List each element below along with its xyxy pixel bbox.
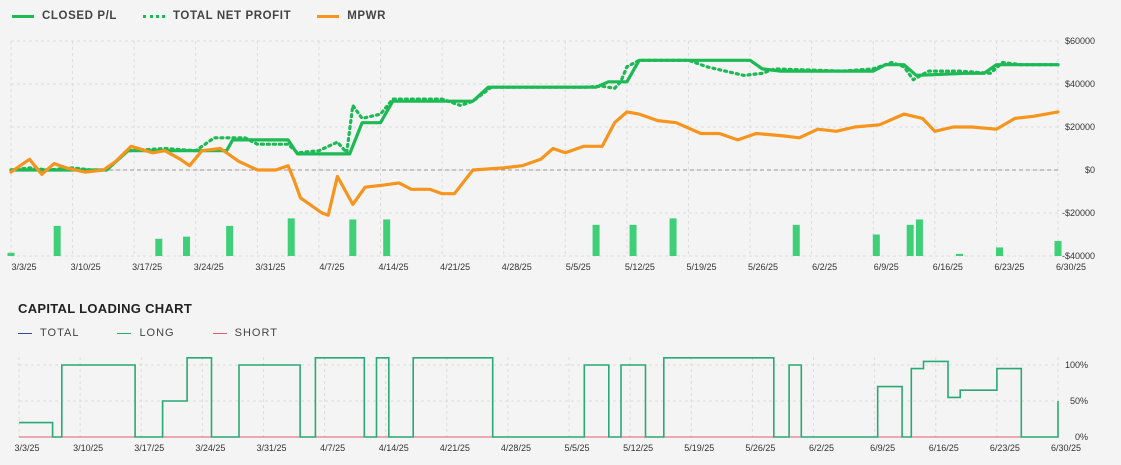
- legend-closed-pl[interactable]: CLOSED P/L: [12, 10, 117, 22]
- y-tick-label: $20000: [1065, 122, 1095, 132]
- legend-total-label: TOTAL: [40, 327, 80, 339]
- legend-short-label: SHORT: [234, 327, 278, 339]
- x-tick-label: 4/28/25: [502, 262, 532, 272]
- volume-bar: [872, 234, 880, 256]
- x-tick-label: 3/17/25: [134, 443, 164, 453]
- x-tick-label: 3/31/25: [256, 443, 286, 453]
- volume-bar: [955, 253, 963, 256]
- y-tick-label: -$20000: [1062, 208, 1095, 218]
- volume-bar: [155, 238, 163, 256]
- y-tick-label: 100%: [1065, 360, 1088, 370]
- volume-bar: [669, 218, 677, 256]
- x-tick-label: 5/12/25: [625, 262, 655, 272]
- x-tick-label: 4/28/25: [501, 443, 531, 453]
- x-tick-label: 3/3/25: [11, 262, 36, 272]
- legend-total[interactable]: TOTAL: [18, 327, 79, 339]
- x-tick-label: 3/10/25: [73, 443, 103, 453]
- volume-bar: [629, 224, 637, 256]
- x-tick-label: 6/9/25: [874, 262, 899, 272]
- x-tick-label: 6/30/25: [1051, 443, 1081, 453]
- x-tick-label: 5/5/25: [565, 443, 590, 453]
- x-tick-label: 3/10/25: [71, 262, 101, 272]
- x-tick-label: 3/3/25: [14, 443, 39, 453]
- legend-total-net-profit-swatch: [143, 14, 166, 18]
- x-tick-label: 4/21/25: [440, 262, 470, 272]
- y-tick-label: $0: [1085, 165, 1095, 175]
- volume-bar: [906, 224, 914, 256]
- volume-bar: [383, 219, 391, 256]
- x-tick-label: 3/24/25: [194, 262, 224, 272]
- series-closed-p-l-line: [9, 58, 1060, 172]
- x-tick-label: 5/26/25: [748, 262, 778, 272]
- volume-bar: [226, 225, 234, 256]
- y-tick-label: 50%: [1070, 396, 1088, 406]
- x-tick-label: 5/12/25: [623, 443, 653, 453]
- legend-short[interactable]: SHORT: [212, 327, 278, 339]
- legend-short-swatch: [212, 332, 227, 334]
- x-tick-label: 4/21/25: [440, 443, 470, 453]
- capital-legend: TOTAL LONG SHORT: [18, 327, 316, 339]
- pnl-legend: CLOSED P/L TOTAL NET PROFIT MPWR: [12, 10, 412, 22]
- volume-bar: [592, 224, 600, 256]
- x-tick-label: 6/2/25: [812, 262, 837, 272]
- volume-bar: [53, 225, 61, 256]
- x-tick-label: 5/5/25: [566, 262, 591, 272]
- x-tick-label: 3/17/25: [132, 262, 162, 272]
- volume-bar: [792, 224, 800, 256]
- y-tick-label: -$40000: [1062, 251, 1095, 261]
- volume-bar: [287, 218, 295, 256]
- x-tick-label: 6/16/25: [929, 443, 959, 453]
- x-tick-label: 6/30/25: [1056, 262, 1086, 272]
- volume-bar: [995, 247, 1003, 256]
- x-tick-label: 4/14/25: [379, 443, 409, 453]
- legend-long[interactable]: LONG: [117, 327, 174, 339]
- capital-loading-title: CAPITAL LOADING CHART: [18, 301, 193, 316]
- legend-closed-pl-swatch: [12, 14, 34, 18]
- x-tick-label: 5/19/25: [684, 443, 714, 453]
- volume-bar: [1054, 240, 1062, 256]
- legend-mpwr-label: MPWR: [347, 10, 387, 22]
- x-tick-label: 4/7/25: [320, 443, 345, 453]
- volume-bar: [7, 252, 15, 256]
- x-tick-label: 4/14/25: [379, 262, 409, 272]
- series-total-net-profit-line: [9, 58, 1060, 172]
- series-mpwr-line: [9, 110, 1060, 217]
- x-tick-label: 3/24/25: [195, 443, 225, 453]
- x-tick-label: 5/26/25: [745, 443, 775, 453]
- legend-total-swatch: [18, 332, 32, 334]
- x-tick-label: 5/19/25: [686, 262, 716, 272]
- x-tick-label: 6/16/25: [933, 262, 963, 272]
- legend-total-net-profit[interactable]: TOTAL NET PROFIT: [143, 10, 291, 22]
- legend-total-net-profit-label: TOTAL NET PROFIT: [173, 10, 292, 22]
- y-tick-label: $60000: [1065, 36, 1095, 46]
- legend-closed-pl-label: CLOSED P/L: [42, 10, 118, 22]
- volume-bar: [183, 236, 191, 256]
- volume-bar: [915, 219, 923, 256]
- x-tick-label: 4/7/25: [319, 262, 344, 272]
- x-tick-label: 6/9/25: [870, 443, 895, 453]
- legend-mpwr[interactable]: MPWR: [317, 10, 386, 22]
- legend-mpwr-swatch: [317, 14, 340, 18]
- legend-long-swatch: [117, 332, 132, 334]
- series-long-line: [19, 357, 1059, 438]
- x-tick-label: 3/31/25: [255, 262, 285, 272]
- x-tick-label: 6/2/25: [809, 443, 834, 453]
- x-tick-label: 6/23/25: [994, 262, 1024, 272]
- y-tick-label: $40000: [1065, 79, 1095, 89]
- y-tick-label: 0%: [1075, 432, 1088, 442]
- x-tick-label: 6/23/25: [990, 443, 1020, 453]
- legend-long-label: LONG: [139, 327, 175, 339]
- volume-bar: [349, 219, 357, 256]
